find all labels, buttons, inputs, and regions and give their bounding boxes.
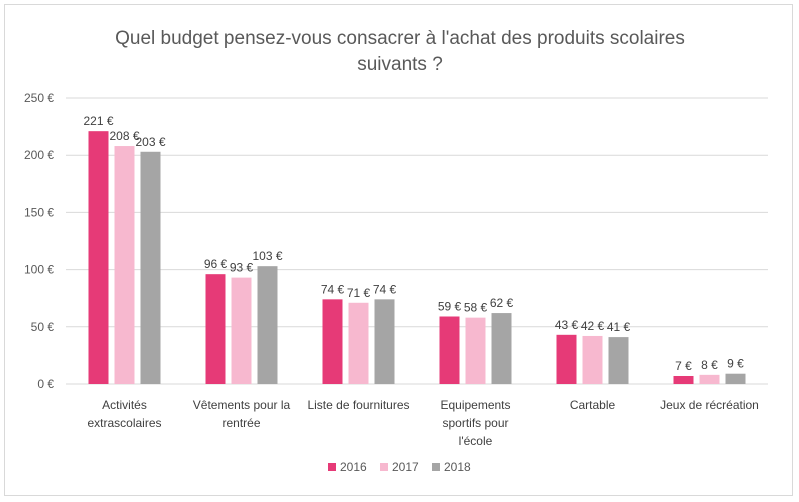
bar-2016 (322, 299, 343, 384)
chart-title: Quel budget pensez-vous consacrer à l'ac… (115, 28, 685, 75)
data-label-2016: 221 € (83, 114, 113, 128)
gridlines (66, 97, 768, 385)
legend-label-2017: 2017 (392, 460, 419, 474)
bar-2016 (439, 316, 460, 384)
data-label-2016: 7 € (675, 359, 692, 373)
data-label-2016: 43 € (555, 318, 579, 332)
data-label-2017: 208 € (109, 129, 139, 143)
category-label: Jeux de récréation (660, 398, 759, 412)
bar-2017 (582, 335, 603, 384)
bar-2016 (205, 274, 226, 384)
bar-2018 (257, 266, 278, 384)
y-tick-label: 100 € (24, 263, 54, 277)
bar-2016 (673, 375, 694, 384)
data-label-2017: 93 € (230, 261, 254, 275)
data-label-2018: 103 € (252, 249, 282, 263)
bar-2018 (491, 313, 512, 384)
legend-swatch-2017 (380, 463, 388, 471)
chart-frame (4, 4, 793, 496)
data-label-2018: 203 € (135, 135, 165, 149)
bar-2017 (699, 374, 720, 384)
bar-2016 (556, 334, 577, 384)
category-label: sportifs pour (442, 416, 508, 430)
data-label-2017: 71 € (347, 286, 371, 300)
y-tick-label: 150 € (24, 205, 54, 219)
category-label: l'école (459, 434, 493, 448)
data-label-2016: 74 € (321, 282, 345, 296)
data-label-2018: 62 € (490, 296, 514, 310)
bar-2017 (114, 146, 135, 384)
y-tick-label: 250 € (24, 91, 54, 105)
chart-title-line: Quel budget pensez-vous consacrer à l'ac… (115, 28, 685, 49)
legend-swatch-2018 (432, 463, 440, 471)
data-label-2018: 74 € (373, 282, 397, 296)
data-label-2018: 41 € (607, 320, 631, 334)
y-tick-label: 0 € (37, 377, 54, 391)
bar-2018 (725, 373, 746, 384)
bars (88, 131, 746, 384)
category-label: Vêtements pour la (193, 398, 291, 412)
data-label-2016: 96 € (204, 257, 228, 271)
bar-2017 (348, 302, 369, 384)
legend-label-2016: 2016 (340, 460, 367, 474)
bar-2018 (140, 151, 161, 384)
category-labels: Activités extrascolaires Vêtements pour la… (87, 398, 758, 448)
data-label-2017: 8 € (701, 358, 718, 372)
y-axis-ticks: 0 € 50 € 100 € 150 € 200 € 250 € (24, 91, 54, 391)
legend-swatch-2016 (328, 463, 336, 471)
category-label: Liste de fournitures (307, 398, 409, 412)
data-labels: 221 €208 €203 € 96 €93 €103 € 74 €71 €74 €… (83, 114, 744, 373)
category-label: extrascolaires (87, 416, 161, 430)
legend: 2016 2017 2018 (328, 460, 471, 474)
category-label: Cartable (570, 398, 616, 412)
category-label: Activités (102, 398, 147, 412)
y-tick-label: 50 € (31, 320, 55, 334)
category-label: Equipements (440, 398, 510, 412)
chart-title-line: suivants ? (357, 54, 443, 75)
category-label: rentrée (222, 416, 260, 430)
bar-2016 (88, 131, 109, 384)
bar-2018 (608, 337, 629, 384)
data-label-2017: 58 € (464, 301, 488, 315)
data-label-2018: 9 € (727, 357, 744, 371)
bar-2018 (374, 299, 395, 384)
bar-2017 (465, 317, 486, 384)
bar-2017 (231, 277, 252, 384)
y-tick-label: 200 € (24, 148, 54, 162)
data-label-2016: 59 € (438, 300, 462, 314)
data-label-2017: 42 € (581, 319, 605, 333)
legend-label-2018: 2018 (444, 460, 471, 474)
